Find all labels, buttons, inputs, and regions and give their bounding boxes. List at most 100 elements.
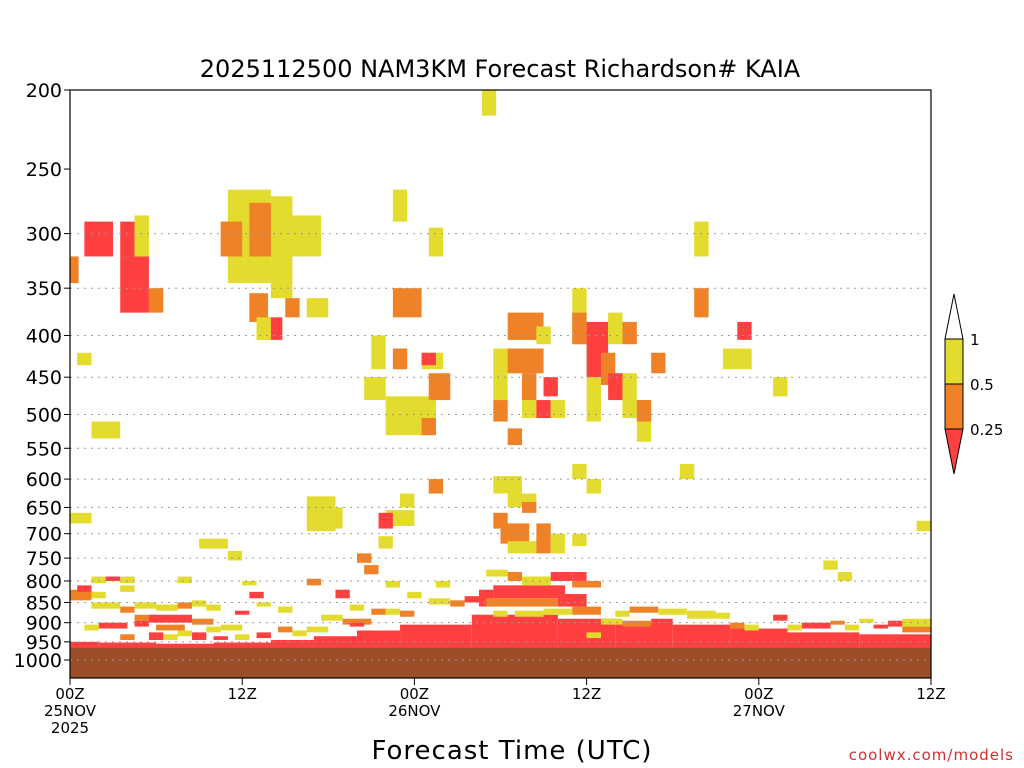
x-tick-label: 26NOV [388, 702, 441, 720]
ri-cell [421, 418, 436, 436]
ri-cell [134, 620, 149, 627]
ri-cell [486, 598, 501, 607]
ri-cell [773, 614, 788, 621]
ri-cell [206, 626, 221, 633]
plot-frame [69, 89, 932, 679]
ri-cell [507, 348, 544, 374]
ri-cell [91, 591, 106, 599]
ri-cell [622, 373, 637, 419]
ri-cell [191, 618, 214, 625]
surface-ri-cell [859, 634, 931, 648]
ri-cell [278, 626, 293, 633]
ri-cell [572, 533, 587, 547]
y-tick-label: 950 [26, 632, 62, 654]
surface-ri-cell [213, 642, 271, 648]
y-tick-label: 600 [26, 469, 62, 491]
ri-cell [400, 493, 415, 508]
y-tick-label: 850 [26, 592, 62, 614]
chart-title: 2025112500 NAM3KM Forecast Richardson# K… [200, 55, 801, 83]
surface-ri-cell [400, 624, 472, 648]
y-tick-label: 650 [26, 497, 62, 519]
y-tick-label: 400 [26, 325, 62, 347]
plot-area [70, 90, 931, 678]
ri-cell [306, 626, 329, 633]
ri-cell [120, 634, 135, 640]
ri-cell [285, 298, 300, 318]
ri-cell [256, 632, 271, 639]
ri-cell [134, 614, 157, 621]
credit-text[interactable]: coolwx.com/models [849, 746, 1014, 764]
surface-ri-cell [615, 622, 673, 648]
ri-cell [249, 591, 264, 599]
x-tick-label: 00Z [55, 685, 84, 703]
ri-cell [586, 632, 601, 639]
ri-cell [191, 632, 207, 640]
ri-cell [687, 610, 716, 619]
ri-cell [550, 533, 566, 554]
ri-cell [235, 634, 250, 640]
ri-cell [256, 317, 271, 340]
ri-cell [773, 377, 788, 397]
x-tick-label: 25NOV [44, 702, 97, 720]
ri-cell [84, 624, 99, 631]
ri-cell [392, 288, 422, 318]
ri-cell [823, 560, 838, 570]
ri-cell [572, 606, 601, 615]
y-tick-label: 1000 [14, 650, 62, 672]
ri-cell [787, 624, 802, 631]
ri-cell [70, 589, 92, 601]
ri-cell [77, 352, 92, 366]
ri-cell [306, 578, 322, 586]
ri-cell [837, 572, 853, 581]
ri-cell [507, 572, 523, 581]
surface-ri-cell [156, 643, 214, 648]
ri-cell [694, 288, 709, 318]
surface-ri-cell [313, 636, 357, 648]
ri-cell [536, 523, 551, 554]
ri-cell [235, 610, 250, 615]
ri-cell [91, 602, 121, 609]
ri-cell [385, 608, 401, 615]
ri-cell [514, 610, 544, 617]
ri-cell [191, 600, 207, 607]
ri-cell [586, 400, 601, 422]
ri-cell [500, 523, 530, 544]
x-tick-label: 2025 [51, 719, 89, 737]
ri-cell [493, 476, 523, 494]
ri-cell [730, 622, 745, 629]
y-tick-label: 550 [26, 438, 62, 460]
ri-cell [629, 606, 659, 613]
ri-cell [385, 580, 401, 588]
ri-cell [651, 352, 666, 374]
ri-cell [70, 512, 92, 524]
ri-cell [486, 569, 508, 577]
ri-cell [148, 632, 164, 640]
ri-cell [572, 464, 587, 480]
legend-swatch-025-05 [944, 383, 964, 430]
ri-cell [600, 618, 623, 625]
ri-cell [120, 221, 135, 257]
ri-cell [268, 317, 283, 340]
y-axis: 200 250 300 350 400 450 500 550 600 650 7007508008… [14, 80, 70, 672]
ri-cell [522, 373, 537, 401]
ri-cell [586, 377, 601, 401]
ri-cell [120, 585, 135, 592]
surface-ri-cell [357, 630, 401, 648]
ri-cell [256, 602, 271, 607]
colorbar-legend: 1 0.5 0.25 [944, 293, 1003, 475]
ri-cell [694, 221, 709, 257]
ri-cell [407, 591, 422, 599]
ri-cell [450, 600, 465, 607]
ri-cell [163, 634, 178, 640]
ri-cell [651, 618, 673, 625]
ri-cell [658, 608, 688, 615]
ri-cell [481, 90, 497, 116]
ri-cell [278, 606, 293, 613]
ri-cell [199, 538, 228, 549]
y-tick-label: 250 [26, 159, 62, 181]
ri-cell [543, 377, 558, 397]
ri-cell [371, 608, 386, 615]
ri-cell [744, 624, 759, 631]
ri-cell [507, 428, 523, 446]
x-tick-label: 12Z [572, 685, 601, 703]
